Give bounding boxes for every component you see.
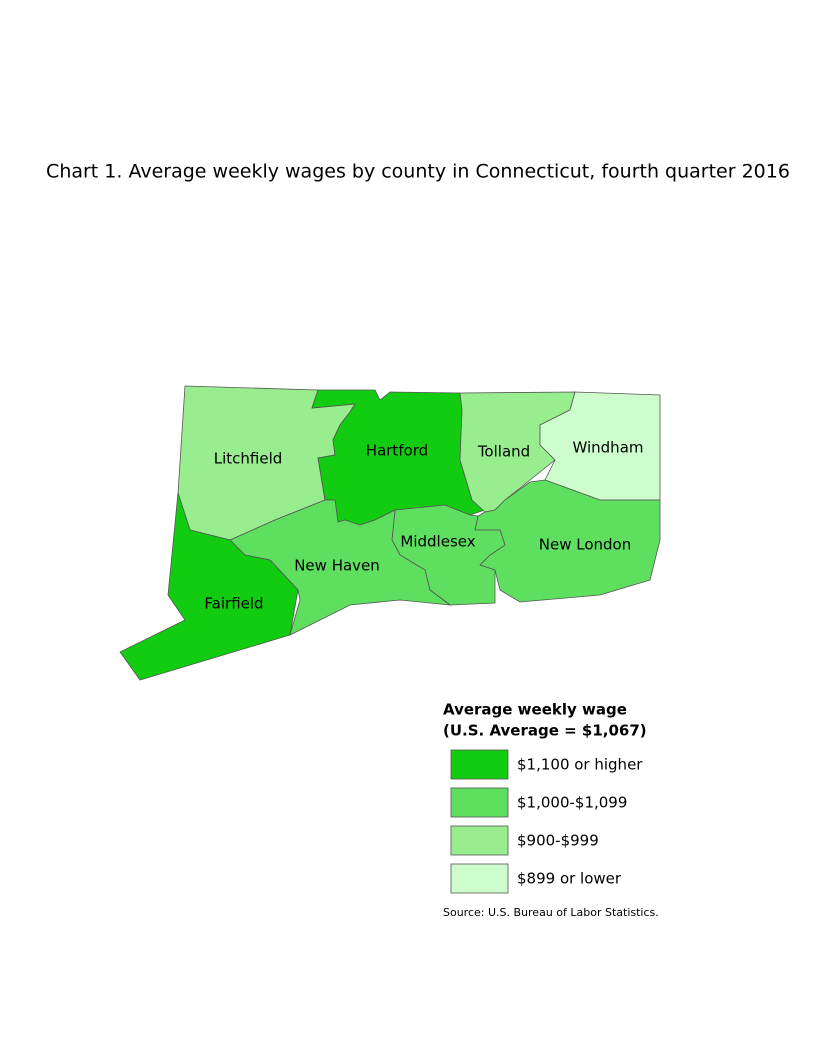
county [539, 391, 661, 501]
legend-label: $1,100 or higher [517, 756, 643, 774]
legend-label: $899 or lower [517, 870, 622, 888]
source: Source: U.S. Bureau of Labor Statistics. [443, 906, 659, 919]
legend-title: (U.S. Average = $1,067) [443, 722, 647, 740]
county-label: Hartford [366, 442, 428, 460]
legend: Average weekly wage (U.S. Average = $1,0… [443, 701, 647, 894]
county-label: Litchfield [214, 450, 283, 468]
county [229, 499, 452, 636]
county-label: Windham [572, 439, 643, 457]
legend-title: Average weekly wage [443, 701, 627, 719]
county-label: New London [539, 536, 631, 554]
legend-items: $1,100 or higher $1,000-$1,099 $900-$999 $8… [450, 749, 643, 894]
title: Chart 1. Average weekly wages by county … [46, 161, 790, 183]
legend-swatch [450, 787, 509, 818]
legend-swatch [450, 863, 509, 894]
county-label: Tolland [477, 443, 530, 461]
county [119, 492, 299, 681]
legend-swatch [450, 749, 509, 780]
county-label: Fairfield [204, 595, 263, 613]
legend-label: $900-$999 [517, 832, 599, 850]
county-label: Middlesex [400, 533, 475, 551]
county-label: New Haven [294, 557, 380, 575]
legend-swatch [450, 825, 509, 856]
map: Litchfield Hartford Tolland Windham New … [119, 385, 661, 681]
legend-label: $1,000-$1,099 [517, 794, 627, 812]
